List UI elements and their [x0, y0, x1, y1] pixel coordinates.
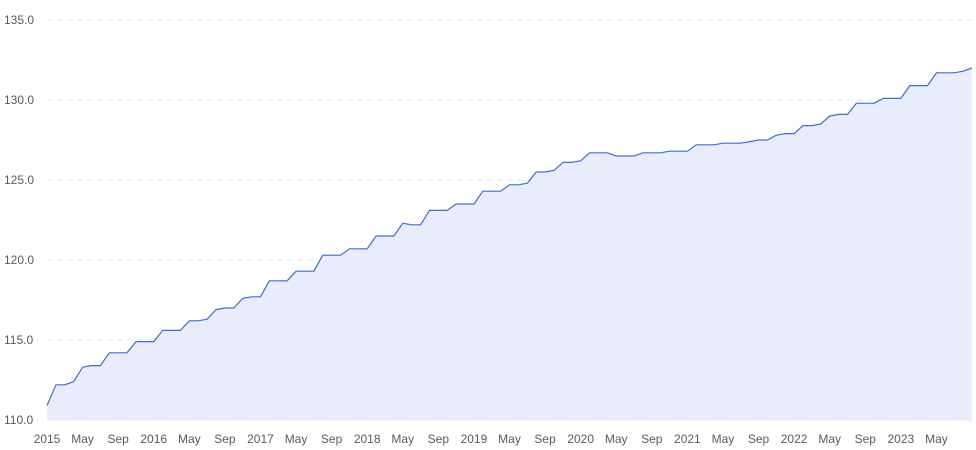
y-axis: 110.0 115.0 120.0 125.0 130.0 135.0: [4, 13, 34, 427]
x-tick-label: 2015: [34, 432, 61, 446]
y-tick-label: 115.0: [4, 333, 33, 347]
x-tick-label: May: [818, 432, 841, 446]
series-line: [46, 67, 973, 406]
x-tick-label: Sep: [641, 432, 663, 446]
x-tick-label: May: [498, 432, 521, 446]
x-tick-label: Sep: [534, 432, 556, 446]
x-tick-label: May: [178, 432, 201, 446]
x-tick-label: Sep: [214, 432, 236, 446]
x-tick-label: Sep: [855, 432, 877, 446]
x-tick-label: 2022: [781, 432, 808, 446]
x-tick-label: 2017: [247, 432, 274, 446]
area-layer: [46, 67, 973, 420]
area-fill: [47, 68, 972, 420]
x-tick-label: Sep: [428, 432, 450, 446]
x-tick-label: 2019: [461, 432, 488, 446]
x-tick-label: May: [71, 432, 94, 446]
x-tick-label: 2021: [674, 432, 701, 446]
x-tick-label: May: [605, 432, 628, 446]
x-tick-label: 2023: [887, 432, 914, 446]
y-tick-label: 130.0: [4, 93, 34, 107]
y-tick-label: 135.0: [4, 13, 34, 27]
x-tick-label: Sep: [107, 432, 129, 446]
x-tick-label: Sep: [321, 432, 343, 446]
x-tick-label: 2020: [567, 432, 594, 446]
x-tick-label: May: [391, 432, 414, 446]
x-tick-label: May: [712, 432, 735, 446]
x-tick-label: Sep: [748, 432, 770, 446]
y-tick-label: 110.0: [4, 413, 33, 427]
y-tick-label: 120.0: [4, 253, 34, 267]
y-tick-label: 125.0: [4, 173, 34, 187]
x-tick-label: May: [285, 432, 308, 446]
x-tick-label: 2016: [140, 432, 167, 446]
x-tick-label: 2018: [354, 432, 381, 446]
x-tick-label: May: [925, 432, 948, 446]
x-axis: 2015 May Sep 2016 May Sep 2017 May Sep 2018 May Sep…: [34, 432, 948, 446]
